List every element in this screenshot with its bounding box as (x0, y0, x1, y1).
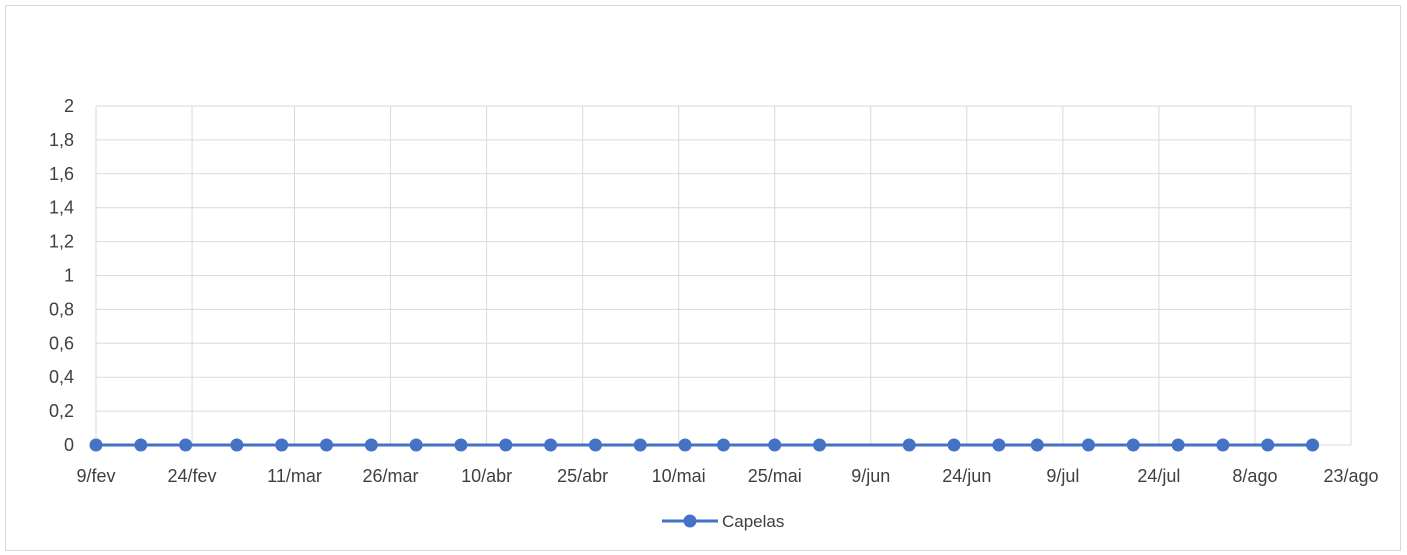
data-point (409, 438, 423, 452)
y-tick-label: 2 (64, 96, 74, 116)
y-tick-label: 0,4 (49, 367, 74, 387)
data-point (717, 438, 730, 452)
data-point (1126, 438, 1140, 452)
chart-frame (5, 5, 1401, 551)
x-tick-label: 24/fev (168, 466, 217, 486)
legend-dot-marker (683, 514, 697, 528)
x-tick-label: 25/mai (748, 466, 802, 486)
data-point (1171, 438, 1185, 452)
x-tick-label: 25/abr (557, 466, 608, 486)
y-tick-label: 1,6 (49, 164, 74, 184)
x-tick-label: 10/mai (652, 466, 706, 486)
data-point (179, 438, 193, 452)
y-tick-label: 1,2 (49, 232, 74, 252)
data-point (1030, 438, 1044, 452)
data-point (499, 438, 513, 452)
data-point (544, 438, 558, 452)
data-point (364, 438, 378, 452)
data-point (89, 438, 103, 452)
x-tick-label: 9/fev (76, 466, 115, 486)
data-point (1261, 438, 1275, 452)
data-point (320, 438, 334, 452)
x-tick-label: 9/jul (1046, 466, 1079, 486)
legend-label: Capelas (722, 512, 784, 531)
y-axis-tick-labels: 0 0,2 0,4 0,6 0,8 1 1,2 1,4 1,6 1,8 2 (49, 96, 74, 455)
data-point (134, 438, 148, 452)
x-tick-label: 8/ago (1232, 466, 1277, 486)
legend: Capelas (662, 512, 784, 531)
x-axis-tick-labels: 9/fev 24/fev 11/mar 26/mar 10/abr 25/abr 10/ma… (76, 466, 1378, 486)
y-tick-label: 1 (64, 266, 74, 286)
x-tick-label: 10/abr (461, 466, 512, 486)
gridlines (95, 105, 1352, 446)
x-tick-label: 24/jun (942, 466, 991, 486)
data-point (902, 438, 916, 452)
data-point (768, 438, 782, 452)
y-tick-label: 0,2 (49, 401, 74, 421)
x-tick-label: 24/jul (1137, 466, 1180, 486)
data-point (813, 438, 827, 452)
data-point (588, 438, 602, 452)
y-tick-label: 0,6 (49, 333, 74, 353)
data-point (1081, 438, 1095, 452)
x-tick-label: 11/mar (267, 466, 322, 486)
data-point (1306, 438, 1320, 452)
data-point (678, 438, 692, 452)
data-point (454, 438, 468, 452)
data-point (947, 438, 961, 452)
y-tick-label: 1,8 (49, 130, 74, 150)
data-point (992, 438, 1006, 452)
y-tick-label: 0,8 (49, 299, 74, 319)
data-point (633, 438, 647, 452)
x-tick-label: 9/jun (851, 466, 890, 486)
data-point (230, 438, 244, 452)
data-point (275, 438, 289, 452)
series-capelas (89, 438, 1320, 452)
y-tick-label: 1,4 (49, 198, 74, 218)
data-point (1216, 438, 1230, 452)
x-tick-label: 26/mar (363, 466, 419, 486)
y-tick-label: 0 (64, 435, 74, 455)
x-tick-label: 23/ago (1323, 466, 1378, 486)
